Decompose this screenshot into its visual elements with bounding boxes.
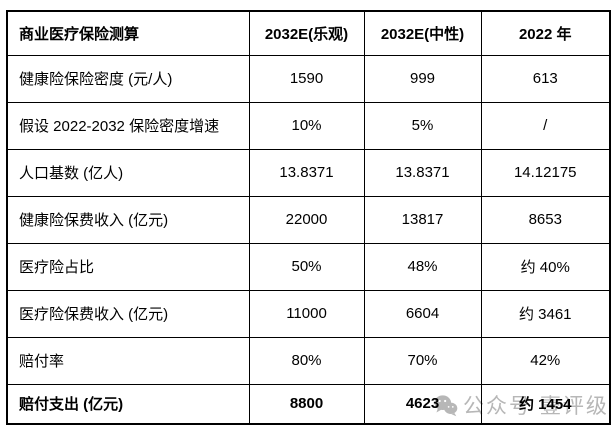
table-row: 医疗险保费收入 (亿元) 11000 6604 约 3461	[6, 289, 611, 338]
cell-value: 4623	[363, 383, 482, 425]
table-row: 人口基数 (亿人) 13.8371 13.8371 14.12175	[6, 148, 611, 197]
cell-value: 13817	[363, 195, 482, 244]
table-row: 假设 2022-2032 保险密度增速 10% 5% /	[6, 101, 611, 150]
table-row: 健康险保险密度 (元/人) 1590 999 613	[6, 54, 611, 103]
cell-value: 42%	[480, 336, 611, 385]
row-label: 健康险保费收入 (亿元)	[6, 195, 250, 244]
cell-value: 约 40%	[480, 242, 611, 291]
cell-value: /	[480, 101, 611, 150]
header-row: 商业医疗保险测算 2032E(乐观) 2032E(中性) 2022 年	[6, 10, 611, 56]
row-label: 医疗险占比	[6, 242, 250, 291]
column-header: 2032E(中性)	[363, 10, 482, 56]
column-header: 2022 年	[480, 10, 611, 56]
cell-value: 11000	[248, 289, 365, 338]
cell-value: 13.8371	[363, 148, 482, 197]
cell-value: 10%	[248, 101, 365, 150]
row-label: 人口基数 (亿人)	[6, 148, 250, 197]
cell-value: 50%	[248, 242, 365, 291]
table-body: 健康险保险密度 (元/人) 1590 999 613 假设 2022-2032 保险密度…	[6, 54, 611, 425]
table-row: 健康险保费收入 (亿元) 22000 13817 8653	[6, 195, 611, 244]
table-row: 赔付率 80% 70% 42%	[6, 336, 611, 385]
cell-value: 48%	[363, 242, 482, 291]
insurance-calculation-table: 商业医疗保险测算 2032E(乐观) 2032E(中性) 2022 年 健康险保险密度…	[6, 10, 611, 425]
row-label: 赔付支出 (亿元)	[6, 383, 250, 425]
table-row: 医疗险占比 50% 48% 约 40%	[6, 242, 611, 291]
row-label: 赔付率	[6, 336, 250, 385]
cell-value: 13.8371	[248, 148, 365, 197]
cell-value: 999	[363, 54, 482, 103]
table-row: 赔付支出 (亿元) 8800 4623 约 1454	[6, 383, 611, 425]
row-label: 医疗险保费收入 (亿元)	[6, 289, 250, 338]
cell-value: 22000	[248, 195, 365, 244]
cell-value: 8653	[480, 195, 611, 244]
cell-value: 6604	[363, 289, 482, 338]
cell-value: 约 1454	[480, 383, 611, 425]
cell-value: 80%	[248, 336, 365, 385]
cell-value: 5%	[363, 101, 482, 150]
table-title-cell: 商业医疗保险测算	[6, 10, 250, 56]
cell-value: 约 3461	[480, 289, 611, 338]
cell-value: 70%	[363, 336, 482, 385]
cell-value: 14.12175	[480, 148, 611, 197]
row-label: 健康险保险密度 (元/人)	[6, 54, 250, 103]
column-header: 2032E(乐观)	[248, 10, 365, 56]
row-label: 假设 2022-2032 保险密度增速	[6, 101, 250, 150]
cell-value: 8800	[248, 383, 365, 425]
cell-value: 613	[480, 54, 611, 103]
cell-value: 1590	[248, 54, 365, 103]
